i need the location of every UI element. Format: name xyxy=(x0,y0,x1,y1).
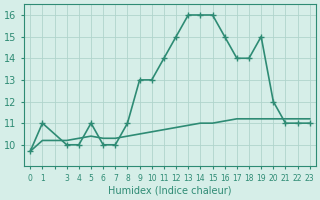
X-axis label: Humidex (Indice chaleur): Humidex (Indice chaleur) xyxy=(108,186,232,196)
